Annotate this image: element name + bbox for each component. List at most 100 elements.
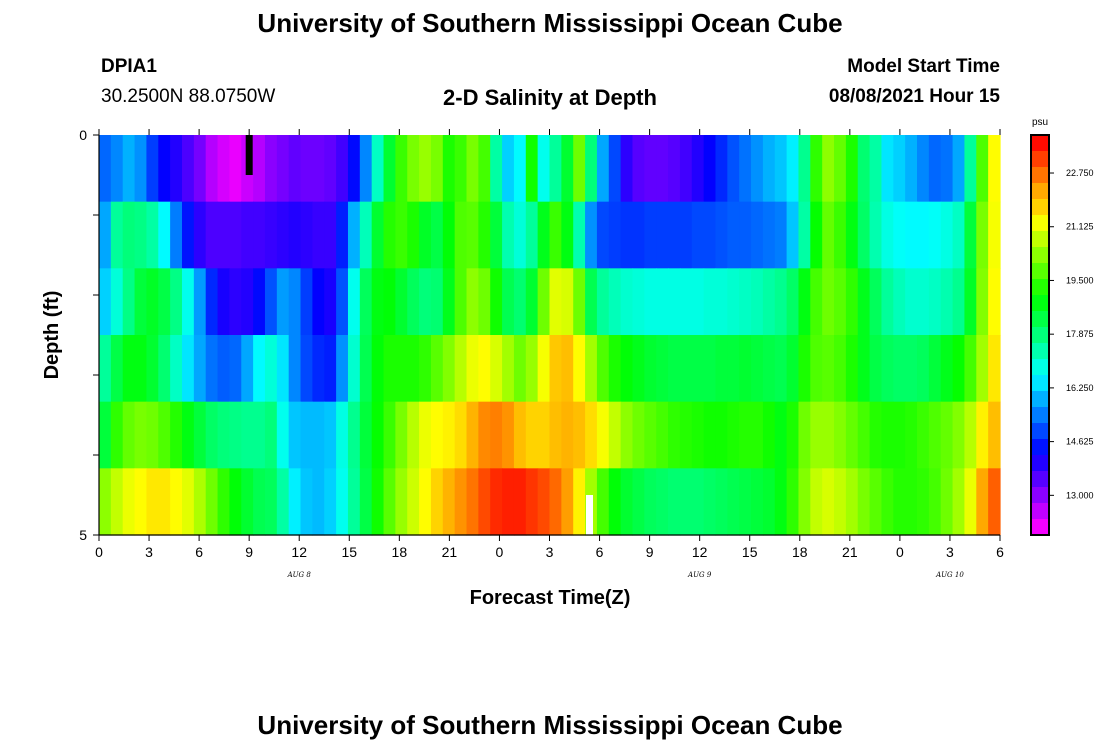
heatmap-cell <box>715 335 728 403</box>
heatmap-cell <box>478 135 491 203</box>
heatmap-cell <box>988 468 1001 536</box>
y-tick-label: 0 <box>79 127 87 143</box>
heatmap-cell <box>253 135 266 203</box>
heatmap-cell <box>656 268 669 336</box>
heatmap-cell <box>419 201 432 269</box>
heatmap-cell <box>727 401 740 469</box>
colorbar-frame <box>1030 134 1050 536</box>
x-tick-label: 0 <box>896 544 904 560</box>
heatmap-cell <box>608 401 622 469</box>
heatmap-cell <box>478 201 491 269</box>
heatmap-cell <box>596 335 610 403</box>
heatmap-cell <box>181 468 195 536</box>
heatmap-cell <box>988 401 1001 469</box>
heatmap-cell <box>146 268 159 336</box>
heatmap-cell <box>656 468 669 536</box>
heatmap-cell <box>371 201 385 269</box>
colorbar-segment <box>1031 327 1049 344</box>
heatmap-cell <box>395 401 408 469</box>
heatmap-cell <box>347 268 361 336</box>
heatmap-cell <box>99 201 112 269</box>
heatmap-cell <box>158 201 171 269</box>
x-tick-label: 3 <box>946 544 954 560</box>
x-tick-label: 0 <box>496 544 504 560</box>
station-coordinates: 30.2500N 88.0750W <box>101 86 276 107</box>
heatmap-cell <box>786 201 800 269</box>
heatmap-cell <box>205 335 219 403</box>
heatmap-cell <box>608 335 622 403</box>
heatmap-cell <box>608 201 622 269</box>
heatmap-cell <box>490 401 503 469</box>
heatmap-cell <box>205 268 219 336</box>
heatmap-cell <box>905 201 918 269</box>
heatmap-cell <box>620 335 634 403</box>
heatmap-cell <box>620 201 634 269</box>
model-start-time: 08/08/2021 Hour 15 <box>828 86 1000 107</box>
heatmap-cell <box>703 268 717 336</box>
heatmap-cell <box>668 201 681 269</box>
heatmap-cell <box>608 135 622 203</box>
heatmap-cell <box>964 268 977 336</box>
heatmap-cell <box>442 468 456 536</box>
heatmap-cell <box>928 201 942 269</box>
heatmap-cell <box>253 401 266 469</box>
heatmap-cell <box>193 468 207 536</box>
colorbar-segment <box>1031 375 1049 392</box>
heatmap-cell <box>905 335 918 403</box>
heatmap-cell <box>336 468 349 536</box>
heatmap-cell <box>430 135 444 203</box>
heatmap-cell <box>288 335 302 403</box>
heatmap-cell <box>857 335 871 403</box>
heatmap-cell <box>940 268 954 336</box>
heatmap-cell <box>668 401 681 469</box>
colorbar-tick-label: 21.125 <box>1066 222 1094 232</box>
heatmap-cell <box>632 335 645 403</box>
heatmap-cell <box>193 201 207 269</box>
page-title-bottom: University of Southern Mississippi Ocean… <box>257 710 843 740</box>
heatmap-cell <box>383 268 396 336</box>
heatmap-cell <box>881 135 894 203</box>
heatmap-cell <box>513 135 527 203</box>
heatmap-cell <box>525 268 539 336</box>
heatmap-cell <box>786 335 800 403</box>
heatmap-cell <box>99 268 112 336</box>
heatmap-cell <box>893 335 906 403</box>
heatmap-cell <box>288 135 302 203</box>
heatmap-cell <box>976 468 989 536</box>
heatmap-cell <box>407 135 420 203</box>
heatmap-cell <box>703 135 717 203</box>
heatmap-cell <box>762 335 776 403</box>
heatmap-cell <box>644 401 657 469</box>
heatmap-cell <box>727 135 740 203</box>
heatmap-cell <box>217 135 231 203</box>
heatmap-cell <box>703 335 717 403</box>
heatmap-cell <box>502 135 515 203</box>
heatmap-cell <box>679 268 693 336</box>
heatmap-cell <box>122 268 136 336</box>
heatmap-cell <box>976 401 989 469</box>
heatmap-cell <box>917 401 930 469</box>
x-tick-label: 12 <box>692 544 708 560</box>
heatmap-cell <box>964 335 977 403</box>
colorbar-segment <box>1031 231 1049 248</box>
heatmap-cell <box>312 468 325 536</box>
heatmap-cell <box>739 335 752 403</box>
heatmap-cell <box>596 135 610 203</box>
heatmap-cell <box>751 135 764 203</box>
heatmap-cell <box>146 401 159 469</box>
model-start-label: Model Start Time <box>847 56 1000 77</box>
heatmap-cell <box>798 335 811 403</box>
x-tick-label: 6 <box>596 544 604 560</box>
heatmap-cell <box>727 268 740 336</box>
heatmap-cell <box>336 135 349 203</box>
heatmap-cell <box>229 135 242 203</box>
heatmap-cell <box>845 201 859 269</box>
heatmap-cell <box>608 468 622 536</box>
heatmap-cell <box>217 468 231 536</box>
heatmap-cell <box>905 268 918 336</box>
heatmap-cell <box>264 468 278 536</box>
x-tick-label: 18 <box>792 544 808 560</box>
heatmap-cell <box>762 135 776 203</box>
heatmap-cell <box>217 201 231 269</box>
heatmap-cell <box>549 201 562 269</box>
